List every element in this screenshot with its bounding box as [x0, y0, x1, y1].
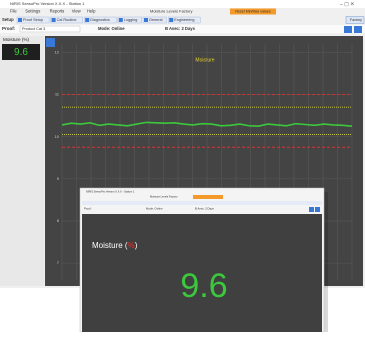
product-value: Product Cat 3: [22, 27, 45, 31]
center-title: Moisture Levels Factory: [150, 9, 192, 14]
product-select[interactable]: [19, 25, 81, 33]
mini-avec: B Avec: 2 Days: [195, 207, 215, 211]
mini-title: NIRIS SensoPro Version X.X.X - Station 1: [86, 190, 135, 194]
toolbar-label: General: [149, 18, 163, 22]
icon-button[interactable]: [354, 26, 362, 33]
mini-toolbar: [82, 201, 322, 205]
mini-proof: Proof:: [84, 207, 92, 211]
toolbar-button[interactable]: [16, 16, 50, 24]
menu-item[interactable]: Help: [87, 9, 96, 14]
y-tick-label: 11: [55, 92, 60, 97]
overlay-panel: [82, 232, 322, 332]
reset-label: Reset Min/Max values: [235, 9, 271, 13]
side-panel: [0, 36, 44, 286]
menu-item[interactable]: Settings: [25, 9, 40, 14]
side-value: 9.6: [14, 47, 28, 58]
mini-icon: [315, 207, 320, 212]
toolbar-icon: [118, 18, 123, 22]
toolbar-icon: [85, 18, 90, 22]
y-tick-label: 12: [55, 49, 60, 54]
toolbar-label: Logging: [124, 18, 138, 22]
overlay-panel-top: [82, 214, 322, 232]
toolbar-button[interactable]: [167, 16, 201, 24]
toolbar-label: Cal Routine: [57, 18, 77, 22]
overlay-label: Moisture (%): [92, 241, 138, 250]
mini-icon: [309, 207, 314, 212]
title-bar: [0, 0, 365, 8]
mini-reset: [193, 195, 223, 199]
mode: Mode: Online: [98, 26, 125, 31]
toolbar: Proof Setup Cal Routine Diagnostics Logging…: [16, 16, 201, 24]
toolbar-button[interactable]: [142, 16, 167, 24]
icon-button[interactable]: [344, 26, 352, 33]
proof-label: Proof:: [2, 26, 16, 31]
side-label: Moisture (%): [3, 37, 30, 42]
mini-center-title: Moisture Levels Factory: [150, 195, 178, 199]
toolbar-icon: [144, 18, 148, 22]
y-tick-label: 8: [57, 218, 60, 223]
series-line: [61, 121, 353, 127]
toolbar-button[interactable]: [50, 16, 83, 24]
toolbar-icon: [51, 18, 56, 22]
y-tick-label: 10: [55, 134, 60, 139]
menu-item[interactable]: File: [10, 9, 17, 14]
chart-title: Moisture: [195, 57, 214, 63]
window-controls[interactable]: – ▢ ✕: [340, 1, 354, 7]
toolbar-icon: [169, 18, 174, 22]
menu-item[interactable]: View: [72, 9, 82, 14]
avec: B Avec: 2 Days: [165, 26, 196, 31]
y-tick-label: 9: [57, 176, 60, 181]
side-value-box: [2, 44, 40, 60]
window-title: NIRIS SensoPro Version X.X.X - Station 1: [10, 1, 85, 6]
factory-label: Factory: [350, 18, 362, 22]
toolbar-label: Proof Setup: [23, 18, 43, 22]
toolbar-button[interactable]: [117, 16, 142, 24]
menu-bar: File Settings Reports View Help: [10, 9, 96, 14]
mini-mode: Mode: Online: [146, 207, 163, 211]
setup-label: Setup: [2, 17, 14, 22]
chart-tool[interactable]: [46, 38, 55, 47]
y-tick-label: 7: [57, 260, 60, 265]
toolbar-button[interactable]: [83, 16, 117, 24]
toolbar-label: Engineering: [174, 18, 194, 22]
factory-button[interactable]: [345, 16, 365, 24]
menu-item[interactable]: Reports: [50, 9, 65, 14]
reset-button[interactable]: [230, 8, 276, 15]
proof-row: [0, 25, 365, 33]
overlay-value: 9.6: [180, 267, 227, 305]
toolbar-icon: [18, 18, 22, 22]
toolbar-label: Diagnostics: [90, 18, 110, 22]
